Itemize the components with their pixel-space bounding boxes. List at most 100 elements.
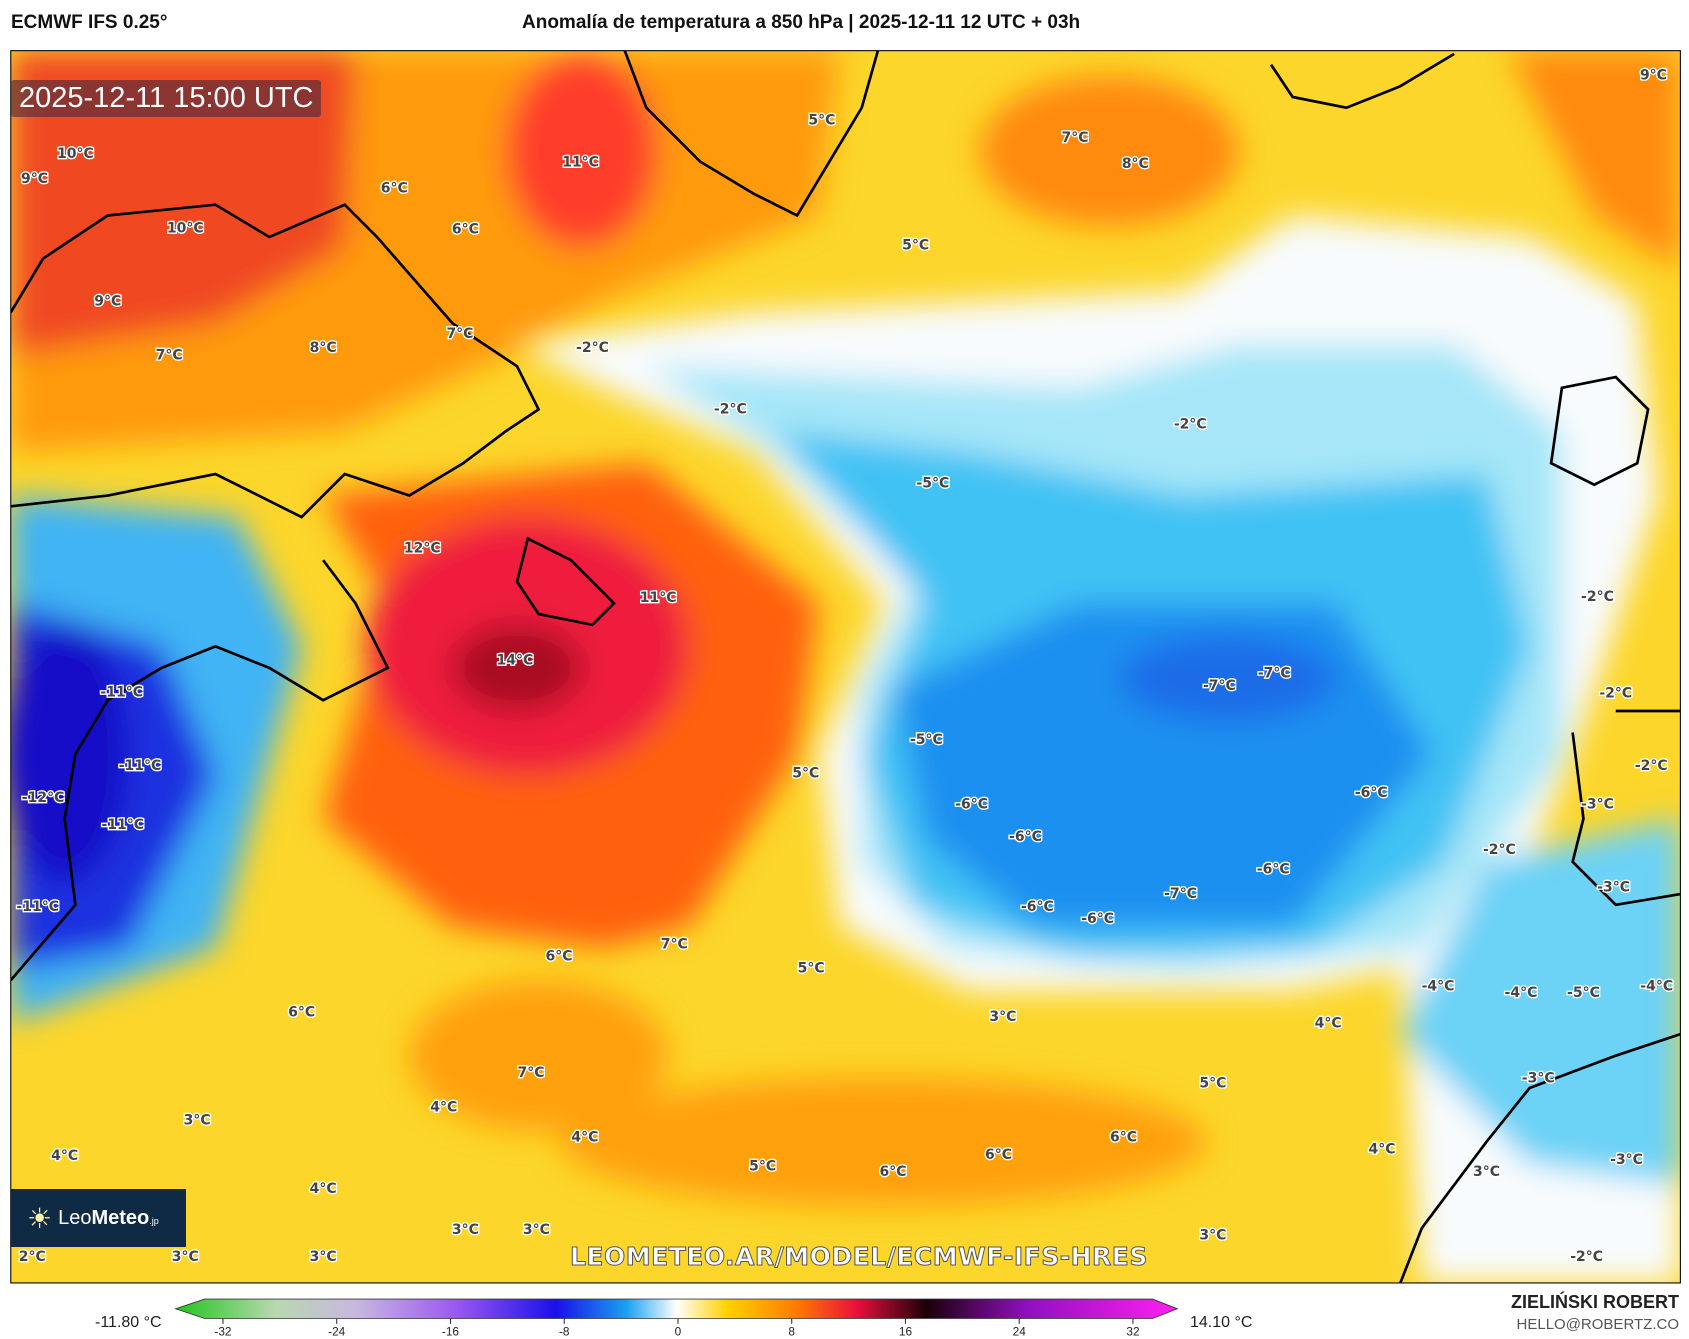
temperature-label: -3°C [1522,1070,1555,1086]
temperature-label: 3°C [310,1249,337,1265]
temperature-label: 3°C [1473,1164,1500,1180]
temperature-label: 3°C [172,1249,199,1265]
temperature-label: 6°C [1110,1130,1137,1146]
temperature-label: -4°C [1505,985,1538,1001]
temperature-label: -6°C [1021,899,1054,915]
temperature-label: -6°C [1257,861,1290,877]
chart-title: Anomalía de temperatura a 850 hPa | 2025… [522,12,1081,33]
temperature-label: -7°C [1164,886,1197,902]
temperature-label: -2°C [576,340,609,356]
colorbar-tick-label: 0 [675,1325,682,1339]
temperature-label: 9°C [1640,67,1667,83]
temperature-label: -11°C [119,758,162,774]
colorbar-tick-label: -24 [328,1325,346,1339]
temperature-label: 4°C [571,1130,598,1146]
temperature-label: 6°C [288,1005,315,1021]
colorbar-tick-label: 24 [1013,1325,1027,1339]
temperature-label: 5°C [902,238,929,254]
temperature-label: 7°C [1062,130,1089,146]
colorbar-tick-label: 8 [788,1325,795,1339]
temperature-label: 10°C [57,146,94,162]
temperature-label: -2°C [1581,589,1614,605]
temperature-label: 4°C [51,1148,78,1164]
colorbar: -32 -24 -16 -8 0 8 16 24 32 [174,1298,1179,1339]
temperature-label: -3°C [1581,797,1614,813]
map-field [10,50,1681,1283]
temperature-label: -11°C [16,899,59,915]
temperature-label: 12°C [404,540,441,556]
author-email: HELLO@ROBERTZ.CO [1516,1316,1679,1333]
temperature-label: 6°C [879,1164,906,1180]
temperature-label: 4°C [1368,1141,1395,1157]
temperature-label: 8°C [310,340,337,356]
temperature-label: 3°C [1199,1228,1226,1244]
temperature-label: -2°C [1635,758,1668,774]
temperature-label: -5°C [910,732,943,748]
temperature-label: 4°C [310,1181,337,1197]
temperature-label: -11°C [100,685,143,701]
temperature-label: 7°C [156,348,183,364]
temperature-label: 4°C [1315,1015,1342,1031]
temperature-label: 4°C [430,1099,457,1115]
url-watermark: LEOMETEO.AR/MODEL/ECMWF-IFS-HRES [570,1242,1148,1272]
temperature-label: 3°C [184,1112,211,1128]
temperature-label: 3°C [523,1222,550,1238]
temperature-labels: 9°C 5°C 7°C 8°C 11°C 10°C 9°C 6°C 10°C 6°C 5°C 9°C 7… [15,66,1674,1266]
temperature-label: -3°C [1610,1152,1643,1168]
temperature-label: 10°C [167,220,204,236]
temperature-label: -2°C [1599,686,1632,702]
temperature-label: 11°C [640,590,677,606]
temperature-label: 2°C [19,1249,46,1265]
temperature-label: -7°C [1258,665,1291,681]
temperature-label: 6°C [381,181,408,197]
model-name: ECMWF IFS 0.25° [11,12,168,33]
colorbar-min-label: -11.80 °C [95,1314,162,1331]
temperature-label: 14°C [497,652,534,668]
temperature-label: -6°C [1081,911,1114,927]
temperature-label: -12°C [22,790,65,806]
temperature-label: 6°C [546,949,573,965]
sun-icon: ☀ [27,1202,53,1234]
temperature-label: -4°C [1640,979,1673,995]
temperature-label: -3°C [1597,880,1630,896]
colorbar-max-label: 14.10 °C [1190,1314,1253,1331]
temperature-label: -5°C [916,476,949,492]
leometeo-logo: ☀ LeoMeteo.jp [11,1189,186,1247]
temperature-label: -4°C [1422,979,1455,995]
temperature-label: 9°C [21,171,48,187]
author-credit: ZIELIŃSKI ROBERT [1510,1292,1679,1312]
temperature-label: -2°C [1570,1249,1603,1265]
temperature-label: 3°C [452,1222,479,1238]
temperature-label: 7°C [518,1065,545,1081]
temperature-label: -6°C [1009,829,1042,845]
temperature-label: 8°C [1122,156,1149,172]
colorbar-tick-label: -8 [559,1325,570,1339]
temperature-label: 6°C [452,221,479,237]
temperature-label: 5°C [1199,1076,1226,1092]
coastlines [10,50,1681,1283]
colorbar-tick-label: -16 [442,1325,460,1339]
temperature-label: 6°C [985,1147,1012,1163]
colorbar-tick-label: -32 [214,1325,231,1339]
temperature-label: 7°C [446,326,473,342]
valid-time-stamp: 2025-12-11 15:00 UTC [11,80,322,117]
temperature-label: -6°C [1355,785,1388,801]
temperature-label: -6°C [955,797,988,813]
temperature-label: -2°C [1483,842,1516,858]
temperature-label: 7°C [661,937,688,953]
colorbar-gradient [174,1298,1179,1319]
temperature-label: -2°C [1174,416,1207,432]
temperature-label: -2°C [714,401,747,417]
temperature-label: -5°C [1567,985,1600,1001]
temperature-label: -7°C [1203,678,1236,694]
temperature-label: 5°C [749,1159,776,1175]
colorbar-tick-label: 16 [899,1325,913,1339]
temperature-label: 3°C [989,1009,1016,1025]
temperature-label: 5°C [792,765,819,781]
temperature-label: -11°C [102,817,145,833]
colorbar-tick-label: 32 [1126,1325,1139,1339]
temperature-label: 5°C [798,960,825,976]
temperature-label: 9°C [94,294,121,310]
temperature-label: 11°C [562,155,599,171]
